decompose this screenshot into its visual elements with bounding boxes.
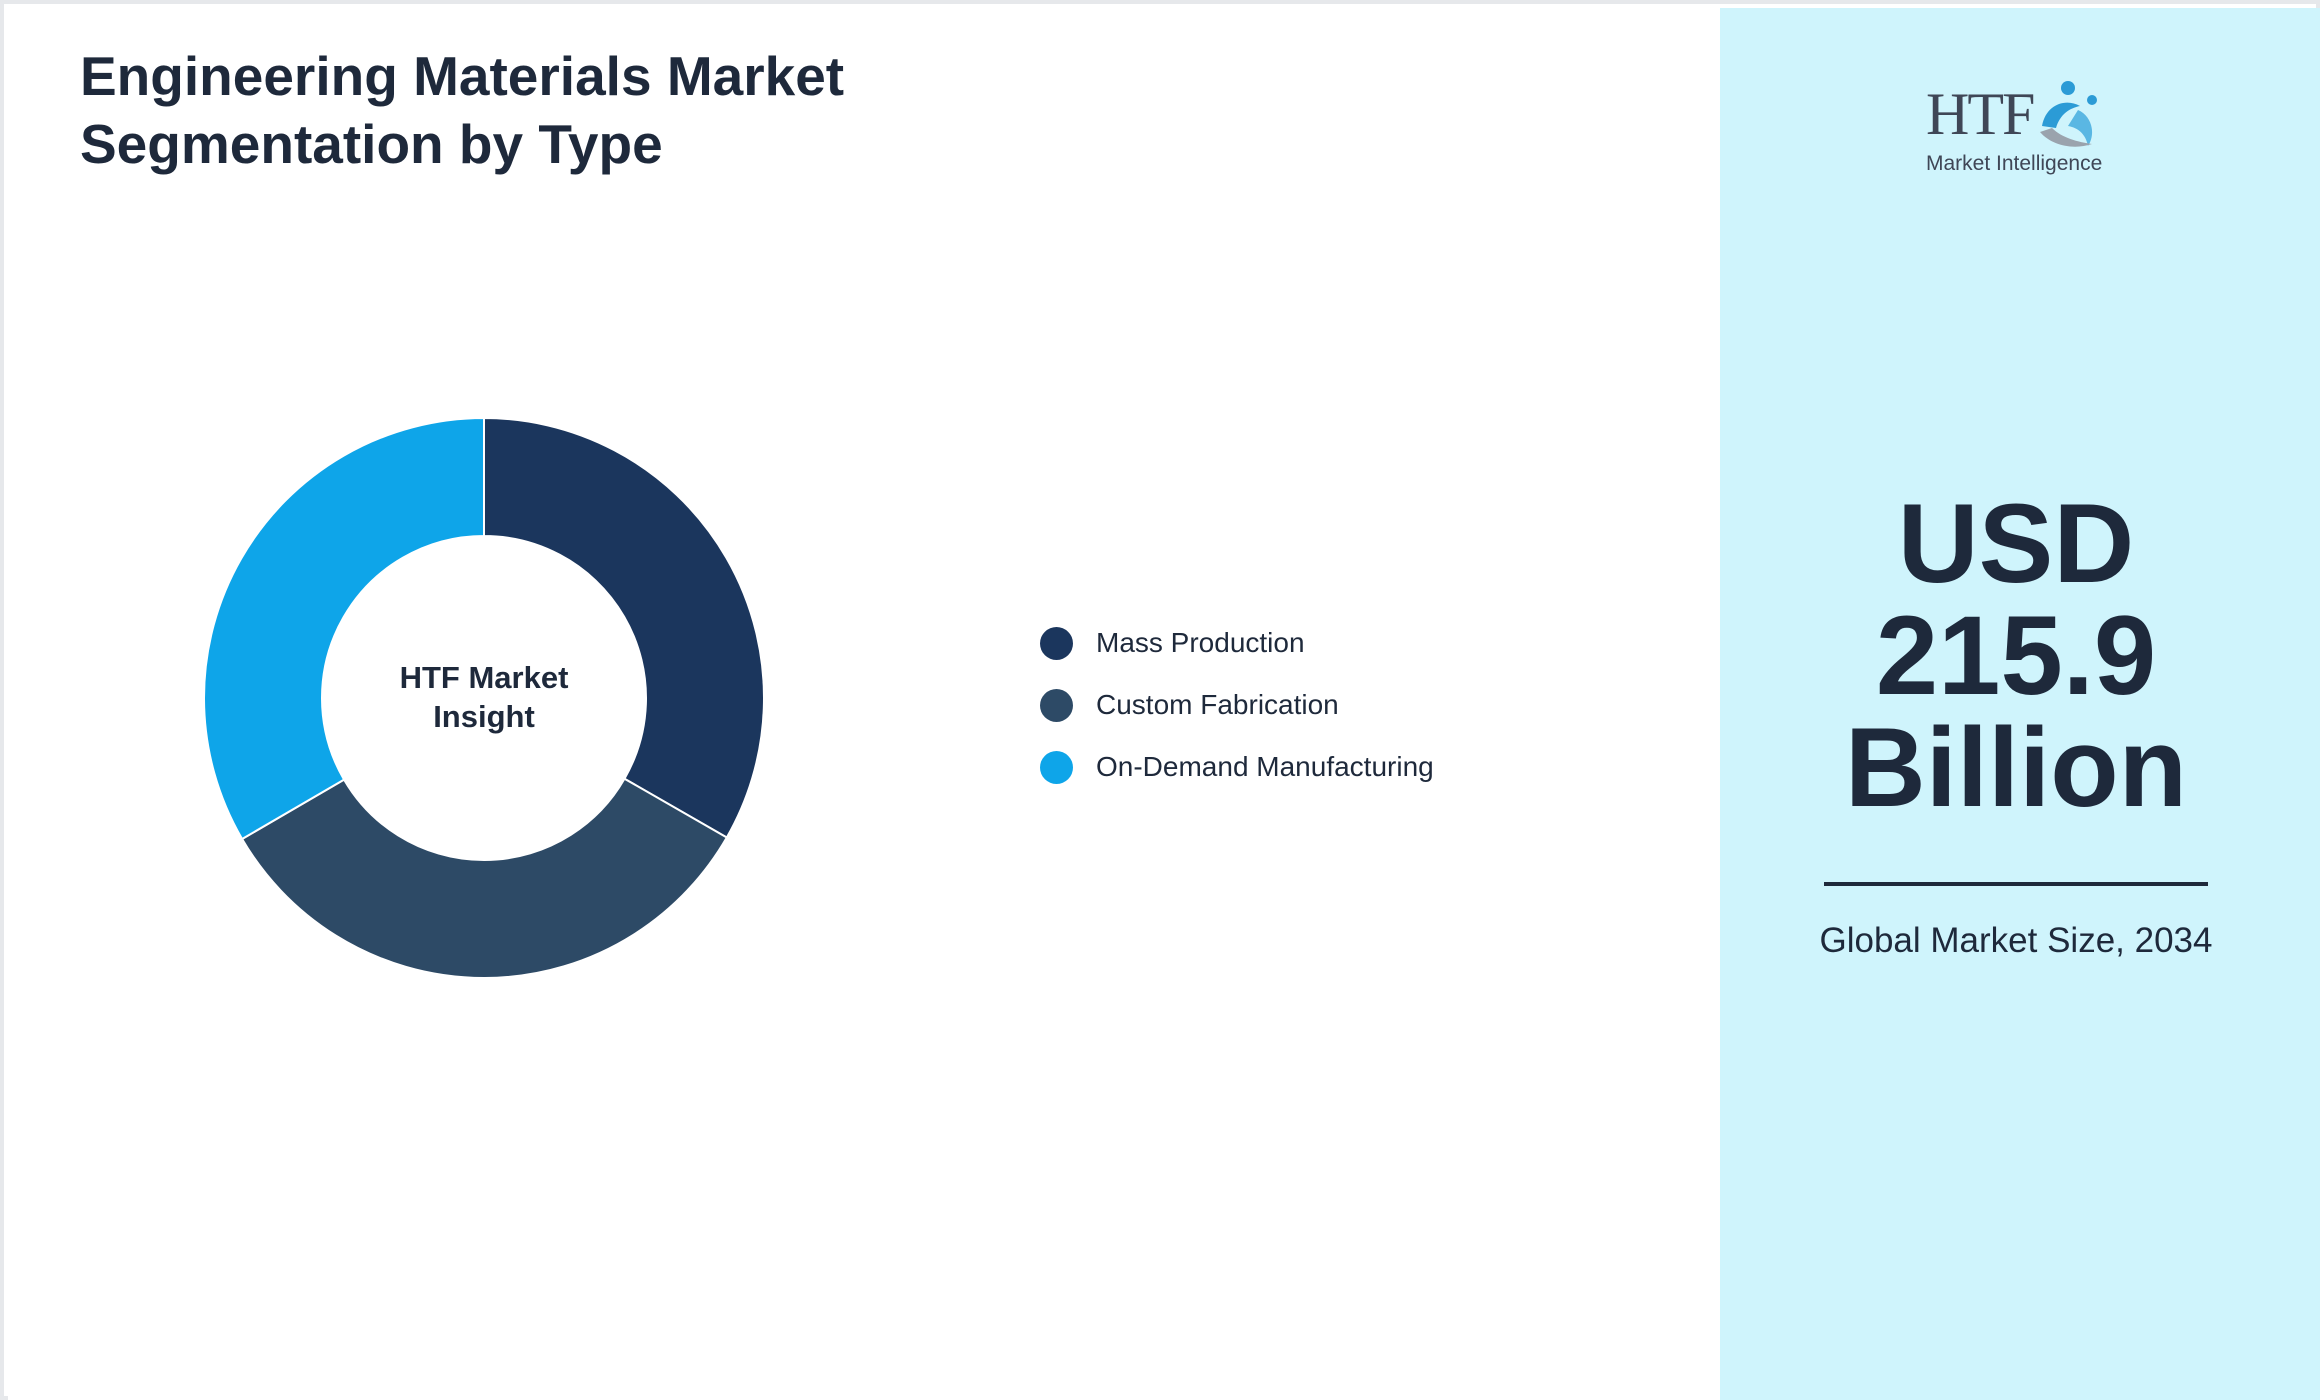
legend-label: Mass Production: [1096, 627, 1305, 658]
legend-label: On-Demand Manufacturing: [1096, 751, 1434, 782]
legend-item-mass-production: Mass Production: [1040, 612, 1434, 674]
donut-center-label-line-1: HTF Market: [400, 660, 569, 695]
market-size-caption: Global Market Size, 2034: [1819, 921, 2213, 960]
legend-swatch: [1040, 688, 1073, 722]
donut-slice-mass-production: [483, 416, 765, 839]
market-size-value: USD 215.9 Billion: [1716, 488, 2316, 824]
market-size-number: 215.9: [1875, 593, 2157, 718]
kpi-divider: [1824, 882, 2208, 886]
htf-logo: HTF Market Intelligence: [1920, 76, 2110, 186]
legend-label: Custom Fabrication: [1096, 689, 1339, 720]
logo-text: HTF: [1926, 81, 2035, 147]
donut-slice-custom-fabrication: [240, 777, 729, 979]
chart-title: Engineering Materials Market Segmentatio…: [80, 45, 845, 175]
market-size-unit: Billion: [1844, 705, 2188, 830]
logo-subtitle: Market Intelligence: [1926, 152, 2103, 175]
legend-swatch: [1040, 626, 1073, 660]
market-size-currency: USD: [1897, 481, 2135, 606]
legend-item-custom-fabrication: Custom Fabrication: [1040, 674, 1434, 736]
legend-item-on-demand-manufacturing: On-Demand Manufacturing: [1040, 736, 1434, 798]
kpi-panel: [1720, 8, 2320, 1400]
donut-center-label-line-2: Insight: [433, 699, 535, 734]
donut-slice-on-demand-manufacturing: [203, 416, 485, 841]
legend-swatch: [1040, 750, 1073, 784]
donut-chart: HTF Market Insight: [203, 416, 765, 979]
chart-legend: Mass Production Custom Fabrication On-Dema…: [1040, 612, 1434, 798]
logo-mark-icon: [2040, 81, 2097, 147]
